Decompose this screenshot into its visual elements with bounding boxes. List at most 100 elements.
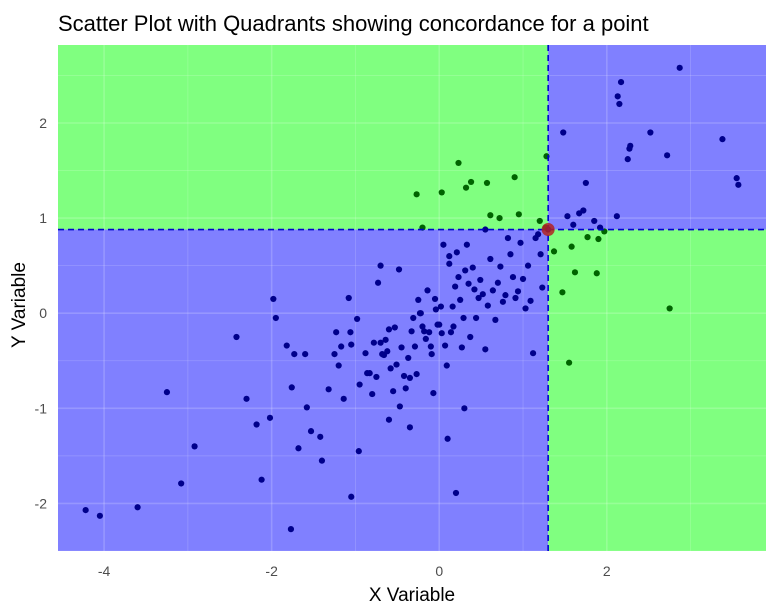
concordant-point — [457, 296, 464, 304]
concordant-point — [449, 303, 456, 310]
concordant-point — [676, 64, 683, 71]
concordant-point — [396, 403, 403, 410]
discordant-point — [496, 215, 503, 222]
x-tick-label: -4 — [98, 563, 111, 579]
concordant-point — [431, 295, 439, 303]
concordant-point — [462, 267, 469, 274]
concordant-point — [272, 314, 279, 322]
concordant-point — [406, 424, 414, 431]
concordant-point — [647, 129, 654, 136]
concordant-point — [385, 326, 393, 333]
y-tick-label: -2 — [35, 495, 48, 511]
concordant-point — [374, 279, 382, 286]
discordant-point — [483, 179, 491, 187]
concordant-point — [96, 512, 103, 519]
concordant-point — [627, 142, 634, 149]
reference-lines — [58, 45, 766, 551]
concordant-point — [408, 328, 415, 335]
discordant-point — [536, 217, 543, 225]
quadrant-bottom-right — [548, 229, 766, 551]
quadrant-top-right — [548, 45, 766, 230]
concordant-point — [502, 292, 509, 299]
concordant-point — [419, 323, 426, 330]
concordant-point — [471, 286, 478, 293]
concordant-point — [317, 433, 324, 440]
concordant-point — [428, 351, 435, 358]
concordant-point — [443, 362, 450, 369]
concordant-point — [393, 361, 400, 368]
y-tick-label: -1 — [35, 400, 48, 416]
x-tick-label: 0 — [435, 563, 443, 579]
concordant-point — [163, 389, 171, 396]
concordant-point — [438, 330, 445, 337]
concordant-point — [499, 298, 507, 305]
concordant-point — [487, 255, 494, 263]
y-axis-title: Y Variable — [9, 262, 30, 348]
reference-point — [541, 223, 555, 237]
concordant-point — [463, 241, 470, 248]
concordant-point — [614, 93, 621, 100]
concordant-point — [370, 339, 377, 346]
concordant-point — [291, 351, 298, 358]
concordant-point — [507, 251, 514, 258]
concordant-point — [527, 297, 534, 304]
discordant-point — [455, 159, 462, 167]
concordant-point — [134, 504, 141, 511]
concordant-point — [616, 100, 623, 108]
concordant-point — [460, 314, 467, 322]
concordant-point — [489, 287, 496, 294]
concordant-point — [243, 395, 250, 402]
concordant-point — [461, 405, 468, 412]
concordant-point — [539, 284, 546, 291]
discordant-point — [413, 191, 420, 198]
discordant-point — [584, 234, 591, 241]
concordant-point — [390, 388, 397, 395]
concordant-point — [444, 435, 451, 442]
x-axis-ticks: -4 -2 0 2 — [98, 563, 611, 579]
concordant-point — [719, 136, 726, 143]
concordant-point — [391, 324, 398, 331]
concordant-point — [303, 404, 310, 411]
quadrant-top-left — [58, 45, 549, 230]
concordant-point — [405, 354, 412, 362]
concordant-point — [497, 263, 504, 270]
concordant-point — [355, 448, 362, 455]
concordant-point — [373, 373, 380, 381]
x-tick-label: -2 — [265, 563, 278, 579]
concordant-point — [441, 342, 449, 349]
concordant-point — [447, 329, 455, 336]
concordant-point — [178, 480, 185, 487]
concordant-point — [398, 344, 405, 351]
grid-lines — [58, 45, 766, 552]
concordant-point — [522, 305, 529, 312]
concordant-point — [382, 336, 389, 343]
concordant-point — [307, 428, 315, 435]
concordant-point — [415, 296, 422, 304]
concordant-point — [333, 329, 340, 336]
concordant-point — [253, 421, 260, 428]
x-tick-label: 2 — [603, 563, 611, 579]
concordant-point — [472, 314, 480, 322]
concordant-point — [624, 156, 631, 163]
concordant-point — [325, 386, 332, 393]
concordant-point — [411, 343, 419, 350]
concordant-point — [437, 303, 445, 310]
concordant-point — [479, 291, 486, 298]
concordant-point — [570, 221, 577, 228]
concordant-point — [362, 350, 369, 357]
reference-point-layer — [541, 223, 555, 237]
concordant-point — [455, 273, 462, 281]
discordant-point — [559, 289, 566, 296]
concordant-point — [356, 381, 363, 388]
concordant-point — [283, 342, 290, 349]
concordant-point — [580, 207, 587, 214]
concordant-point — [258, 476, 265, 483]
concordant-point — [469, 264, 476, 271]
concordant-point — [477, 276, 484, 284]
concordant-point — [424, 287, 431, 294]
concordant-point — [340, 395, 347, 402]
concordant-point — [564, 213, 571, 220]
concordant-point — [504, 234, 512, 242]
concordant-point — [427, 343, 434, 350]
